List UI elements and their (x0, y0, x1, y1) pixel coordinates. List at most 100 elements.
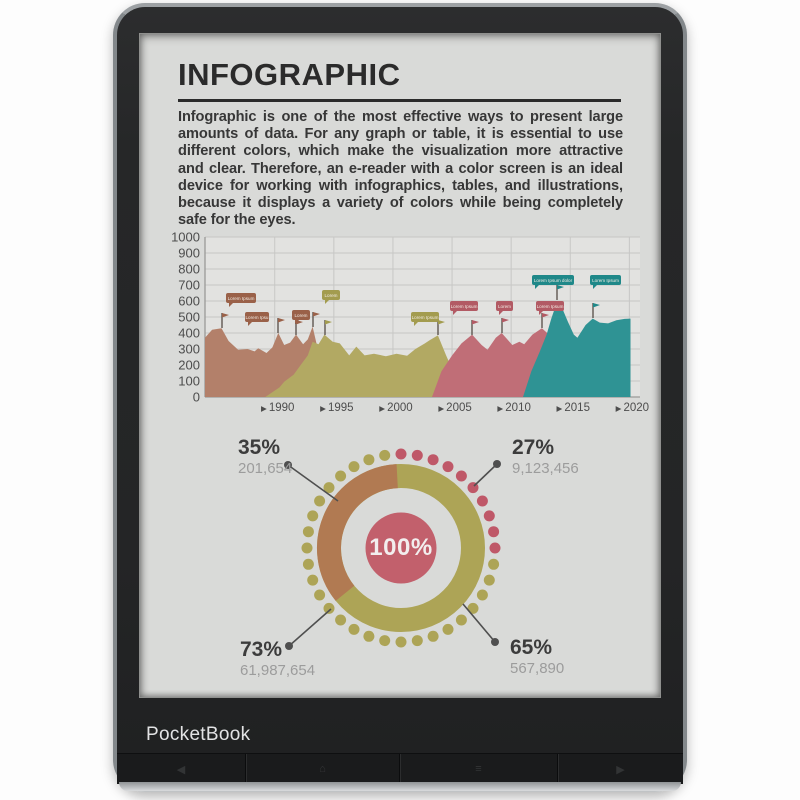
stat-percent: 27% (512, 436, 555, 459)
page-back-icon: ◀ (176, 763, 186, 776)
callout-tag (322, 290, 340, 300)
callout-tail (453, 310, 458, 315)
dot-pink (455, 470, 467, 482)
callout-tail (535, 284, 540, 289)
title-rule (178, 99, 621, 102)
flag-pennant-icon (278, 318, 285, 323)
stat-percent: 35% (238, 436, 281, 459)
y-tick-label: 700 (178, 278, 200, 293)
dot-olive (335, 614, 347, 626)
callout-tag (450, 301, 478, 311)
callout-tail (248, 321, 253, 326)
y-tick-label: 500 (178, 310, 200, 325)
x-tick-label: ▶ 1995 (320, 402, 353, 414)
callout-text: Lorem Ipsum (228, 296, 255, 301)
x-tick-label: ▶ 2020 (616, 402, 649, 414)
dot-olive (307, 510, 319, 522)
dot-olive (455, 614, 467, 626)
stat-value: 201,654 (238, 460, 293, 477)
dot-olive (363, 630, 375, 642)
y-tick-label: 300 (178, 342, 200, 357)
callout-tail (229, 302, 234, 307)
page-back-button[interactable]: ◀ (117, 754, 245, 784)
stat-value: 61,987,654 (240, 662, 316, 679)
callout-tail (499, 310, 504, 315)
callout-tail (539, 310, 544, 315)
callout-text: Lorem Ipsum dolor (534, 278, 573, 283)
dot-olive (301, 542, 313, 554)
connector-dot (491, 638, 499, 646)
y-tick-label: 900 (178, 246, 200, 261)
area-series-olive (265, 334, 463, 397)
dot-olive (395, 636, 407, 648)
dot-pink (395, 448, 407, 460)
dot-pink (442, 461, 454, 473)
callout-text: Lorem Ipsum (592, 278, 619, 283)
dot-olive (314, 589, 326, 601)
flag-pennant-icon (472, 320, 479, 325)
brand-logo: PocketBook (146, 724, 251, 745)
dot-pink (411, 449, 423, 461)
donut-chart (284, 448, 501, 650)
flag-pennant-icon (325, 320, 332, 325)
stat-bottom-right: 65% 567,890 (510, 637, 564, 677)
flag-pennant-icon (222, 313, 229, 318)
callout-text: Lorem (498, 304, 511, 309)
x-tick-label: ▶ 2015 (557, 402, 590, 414)
home-button[interactable]: ⌂ (245, 754, 399, 784)
flag-pennant-icon (438, 320, 445, 325)
stat-value: 567,890 (510, 660, 565, 677)
callout-text: Lorem (294, 313, 307, 318)
callout-text: Lorem Ipsum (537, 304, 564, 309)
dot-olive (323, 602, 335, 614)
dot-olive (476, 589, 488, 601)
callout-tag (411, 312, 439, 322)
dot-olive (314, 495, 326, 507)
callout-text: Lorem (324, 293, 337, 298)
stat-percent: 73% (240, 638, 283, 661)
dot-olive (442, 623, 454, 635)
dot-olive (427, 630, 439, 642)
flag-pennant-icon (502, 318, 509, 323)
callout-tail (593, 284, 598, 289)
menu-icon: ≡ (475, 763, 482, 775)
page-forward-icon: ▶ (616, 763, 625, 776)
connector-dot (284, 461, 292, 469)
connector-line (473, 463, 498, 487)
callout-tail (325, 299, 330, 304)
connector-line (462, 603, 496, 643)
y-tick-label: 100 (178, 374, 200, 389)
hardware-button-strip: ◀ ⌂ ≡ ▶ (117, 753, 683, 784)
stat-value: 9,123,456 (512, 460, 579, 477)
dot-olive (483, 574, 495, 586)
flag-pennant-icon (593, 303, 600, 308)
dot-olive (348, 461, 360, 473)
page-forward-button[interactable]: ▶ (557, 754, 683, 784)
callout-tag (532, 275, 574, 285)
flag-pennant-icon (313, 312, 320, 317)
menu-button[interactable]: ≡ (399, 754, 557, 784)
dot-pink (488, 526, 500, 538)
y-tick-label: 1000 (171, 230, 200, 245)
home-icon: ⌂ (319, 763, 326, 775)
x-tick-label: ▶ 2000 (379, 402, 412, 414)
dot-pink (489, 542, 501, 554)
callout-tag (245, 312, 269, 322)
connector-dot (493, 460, 501, 468)
callout-tag (590, 275, 621, 285)
stat-bottom-left: 73% 61,987,654 (240, 639, 315, 679)
dot-olive (363, 454, 375, 466)
y-tick-label: 200 (178, 358, 200, 373)
dot-olive (335, 470, 347, 482)
connector-line (288, 608, 332, 647)
stat-percent: 65% (510, 636, 553, 659)
dot-olive (348, 623, 360, 635)
dot-olive (467, 602, 479, 614)
callout-text: Lorem Ipsum (412, 315, 439, 320)
callout-tag (536, 301, 564, 311)
x-tick-label: ▶ 2010 (497, 402, 530, 414)
y-tick-label: 0 (193, 390, 200, 405)
callout-tail (295, 319, 300, 324)
